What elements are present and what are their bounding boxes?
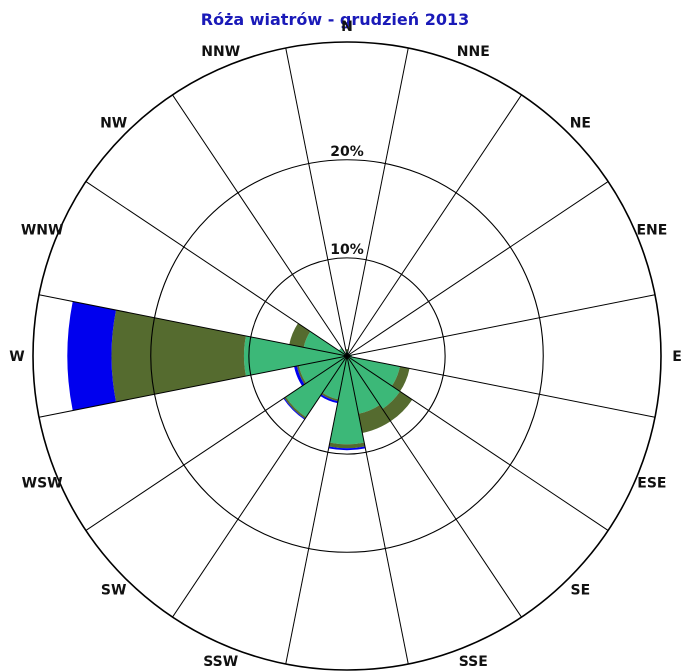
grid-spoke (346, 181, 609, 357)
petal-s-s2 (329, 442, 365, 449)
petal-wnw-s2 (289, 323, 311, 348)
petal-se-s2 (382, 391, 413, 422)
grid-ring-1 (248, 257, 446, 455)
direction-label-ne: NE (570, 116, 591, 132)
petal-se-s1 (347, 356, 401, 410)
direction-label-sse: SSE (459, 654, 488, 670)
petal-w-s3 (67, 301, 117, 411)
petal-ese-s1 (347, 356, 400, 386)
petal-nw-s1 (338, 347, 347, 356)
ring-label-2: 20% (330, 144, 364, 160)
direction-label-ese: ESE (637, 475, 666, 491)
grid-ring-2 (150, 159, 544, 553)
grid-spoke (85, 181, 348, 357)
petal-s-s3 (328, 446, 366, 451)
petal-sw-s3 (283, 397, 306, 420)
petal-ssw-s1 (322, 356, 347, 400)
polar-grid (32, 41, 662, 671)
direction-label-wsw: WSW (22, 475, 63, 491)
grid-spoke (85, 355, 348, 531)
direction-labels: NNNENEENEEESESESSESSSWSWWSWWWNWNWNNW (9, 19, 682, 670)
petal-w-s1 (243, 335, 347, 377)
wind-petals (67, 301, 413, 451)
direction-label-e: E (672, 349, 682, 365)
petal-sse-s2 (358, 404, 391, 433)
grid-spoke (346, 355, 522, 618)
direction-label-nw: NW (100, 116, 127, 132)
grid-spoke (172, 94, 348, 357)
direction-label-nne: NNE (457, 44, 490, 60)
petal-sw-s2 (284, 396, 307, 419)
petal-ssw-s2 (321, 392, 339, 402)
petal-sw-s1 (285, 356, 347, 418)
direction-label-n: N (341, 19, 353, 35)
petal-ssw-s3 (320, 394, 339, 404)
grid-spoke (285, 47, 348, 357)
ring-labels: 10% 20% (330, 144, 364, 258)
direction-label-nnw: NNW (201, 44, 240, 60)
petal-s-s1 (329, 356, 365, 445)
grid-spoke (346, 294, 656, 357)
petal-w-s2 (111, 310, 246, 402)
ring-label-1: 10% (330, 242, 364, 258)
petal-wsw-s1 (298, 356, 347, 384)
direction-label-se: SE (571, 582, 591, 598)
petal-sse-s1 (347, 356, 380, 414)
grid-spoke (346, 355, 409, 665)
grid-spoke (346, 94, 522, 357)
petal-ese-s2 (391, 366, 410, 392)
petal-wsw-s3 (294, 365, 305, 386)
grid-spoke (346, 47, 409, 357)
grid-spoke (38, 355, 348, 418)
direction-label-ssw: SSW (203, 654, 238, 670)
grid-spoke (346, 355, 656, 418)
direction-label-sw: SW (101, 582, 127, 598)
grid-spoke (172, 355, 348, 618)
grid-spoke (285, 355, 348, 665)
grid-spoke (38, 294, 348, 357)
petal-wsw-s2 (296, 365, 307, 385)
direction-label-w: W (9, 349, 24, 365)
petal-wnw-s1 (303, 331, 347, 356)
chart-title: Róża wiatrów - grudzień 2013 (201, 10, 469, 29)
direction-label-ene: ENE (636, 223, 667, 239)
grid-ring-3 (32, 41, 662, 671)
grid-spoke (346, 355, 609, 531)
direction-label-wnw: WNW (21, 223, 64, 239)
